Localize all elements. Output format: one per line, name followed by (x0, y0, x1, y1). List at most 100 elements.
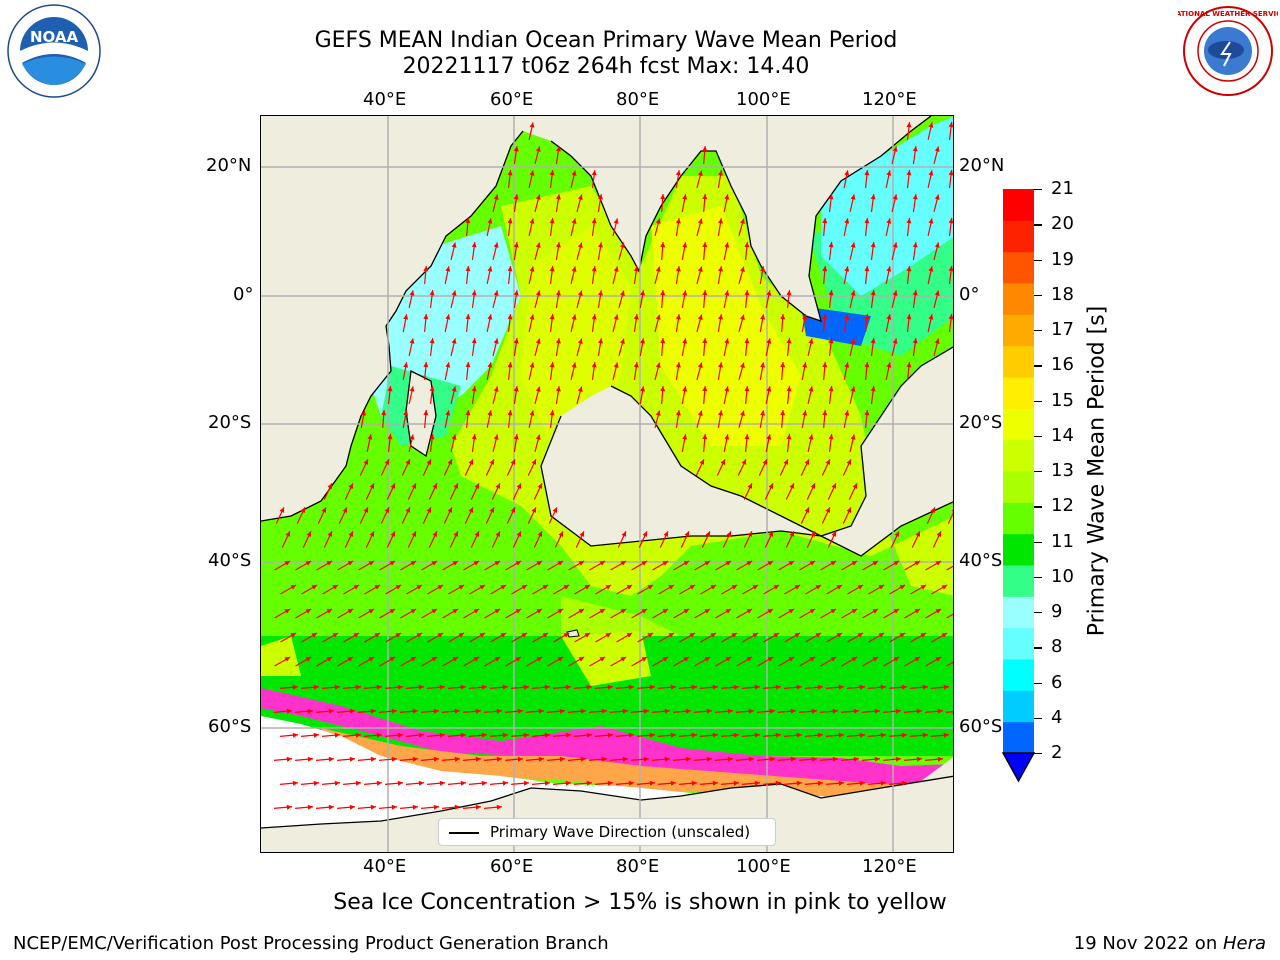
wave-arrow-head (916, 708, 922, 714)
colorbar-tick-label: 15 (1051, 389, 1074, 411)
wave-arrow-head (515, 657, 522, 662)
colorbar-segment (1002, 689, 1034, 722)
colorbar-segment (1002, 313, 1034, 346)
wave-arrow-head (697, 266, 703, 272)
wave-arrow-head (682, 194, 688, 200)
wave-arrow-head (607, 780, 613, 786)
wave-arrow-head (857, 633, 864, 638)
wave-arrow-head (397, 780, 403, 786)
wave-arrow-head (395, 633, 402, 638)
wave-arrow-head (766, 386, 772, 392)
wave-arrow-head (906, 266, 912, 272)
wave-arrow-head (445, 266, 451, 272)
noaa-logo: NOAA (4, 4, 104, 98)
wave-arrow-head (384, 507, 390, 513)
wave-arrow-head (817, 684, 823, 690)
wave-arrow-head (697, 218, 703, 224)
wave-arrow-head (412, 708, 418, 714)
wave-arrow-head (934, 290, 940, 296)
wave-arrow-head (321, 507, 327, 513)
wave-arrow-head (850, 434, 856, 440)
wave-arrow-head (423, 362, 429, 368)
wave-arrow-head (740, 410, 745, 417)
wave-arrow-head (552, 507, 558, 513)
wave-arrow-head (809, 657, 816, 662)
colorbar-tick (1034, 753, 1042, 755)
wave-arrow-head (685, 708, 691, 714)
wave-arrow-head (934, 146, 940, 152)
wave-arrow-head (369, 483, 375, 489)
wave-arrow-head (822, 266, 828, 272)
wave-arrow-head (328, 708, 334, 714)
wave-arrow-head (390, 483, 396, 489)
wave-arrow-head (557, 561, 564, 566)
wave-arrow-head (474, 531, 480, 537)
wave-arrow-head (305, 561, 312, 566)
wave-arrow-head (599, 609, 606, 614)
wave-arrow-head (348, 531, 354, 537)
wave-arrow-head (718, 410, 723, 416)
wave-arrow-head (549, 170, 555, 176)
wave-arrow-head (912, 242, 918, 248)
wave-arrow-head (405, 459, 411, 465)
wave-arrow-shaft (947, 512, 953, 524)
wave-arrow-head (439, 780, 445, 786)
wave-arrow-head (864, 266, 870, 272)
wave-arrow-head (752, 633, 759, 638)
wave-arrow-head (810, 531, 816, 537)
wave-arrow-head (409, 338, 415, 344)
wave-arrow-head (445, 362, 451, 368)
wave-arrow-head (859, 780, 865, 786)
wave-arrow-head (788, 609, 795, 614)
wave-arrow-head (286, 804, 292, 810)
wave-arrow-head (374, 633, 381, 638)
wave-arrow-head (937, 756, 943, 762)
wave-arrow-head (859, 684, 865, 690)
wave-arrow-head (760, 362, 766, 368)
wave-arrow-head (451, 434, 457, 440)
wave-arrow-head (620, 657, 627, 662)
wave-arrow-head (549, 218, 555, 224)
wave-arrow-head (531, 507, 537, 513)
wave-arrow-head (712, 780, 718, 786)
wave-arrow-head (487, 314, 493, 320)
wave-arrow-head (643, 756, 649, 762)
wave-arrow-head (431, 561, 438, 566)
wave-arrow-head (403, 314, 409, 320)
wave-arrow-head (825, 507, 831, 513)
wave-arrow-head (515, 561, 522, 566)
wave-arrow-head (571, 266, 577, 272)
wave-arrow-head (586, 684, 592, 690)
wave-arrow-head (893, 561, 900, 566)
wave-arrow-head (744, 386, 750, 392)
wave-arrow-head (832, 756, 838, 762)
wave-arrow-head (555, 242, 561, 248)
wave-arrow-head (649, 780, 655, 786)
colorbar (1001, 188, 1035, 783)
wave-arrow-head (363, 507, 369, 513)
colorbar-segment (1002, 533, 1034, 566)
wave-arrow-head (355, 780, 361, 786)
wave-arrow-head (447, 459, 453, 465)
wave-arrow-head (892, 194, 898, 200)
wave-arrow-head (465, 218, 471, 224)
wave-arrow-head (416, 633, 423, 638)
wave-arrow-head (334, 684, 340, 690)
colorbar-tick (1034, 224, 1042, 226)
wave-arrow-head (870, 242, 876, 248)
wave-arrow-head (557, 657, 564, 662)
wave-arrow-head (822, 218, 828, 224)
wave-arrow-head (451, 338, 457, 344)
wave-arrow-shaft (946, 613, 953, 619)
wave-arrow-head (423, 410, 429, 416)
wave-arrow-head (429, 290, 435, 296)
coastline-south-asia (550, 116, 932, 322)
wave-arrow-head (305, 657, 312, 662)
wave-arrow-head (605, 633, 612, 638)
colorbar-tick-label: 8 (1051, 636, 1063, 658)
wave-arrow-head (804, 507, 810, 513)
wave-arrow-head (768, 531, 774, 537)
wave-arrow-head (578, 561, 585, 566)
wave-arrow-head (381, 410, 387, 416)
wave-arrow-head (599, 561, 606, 566)
